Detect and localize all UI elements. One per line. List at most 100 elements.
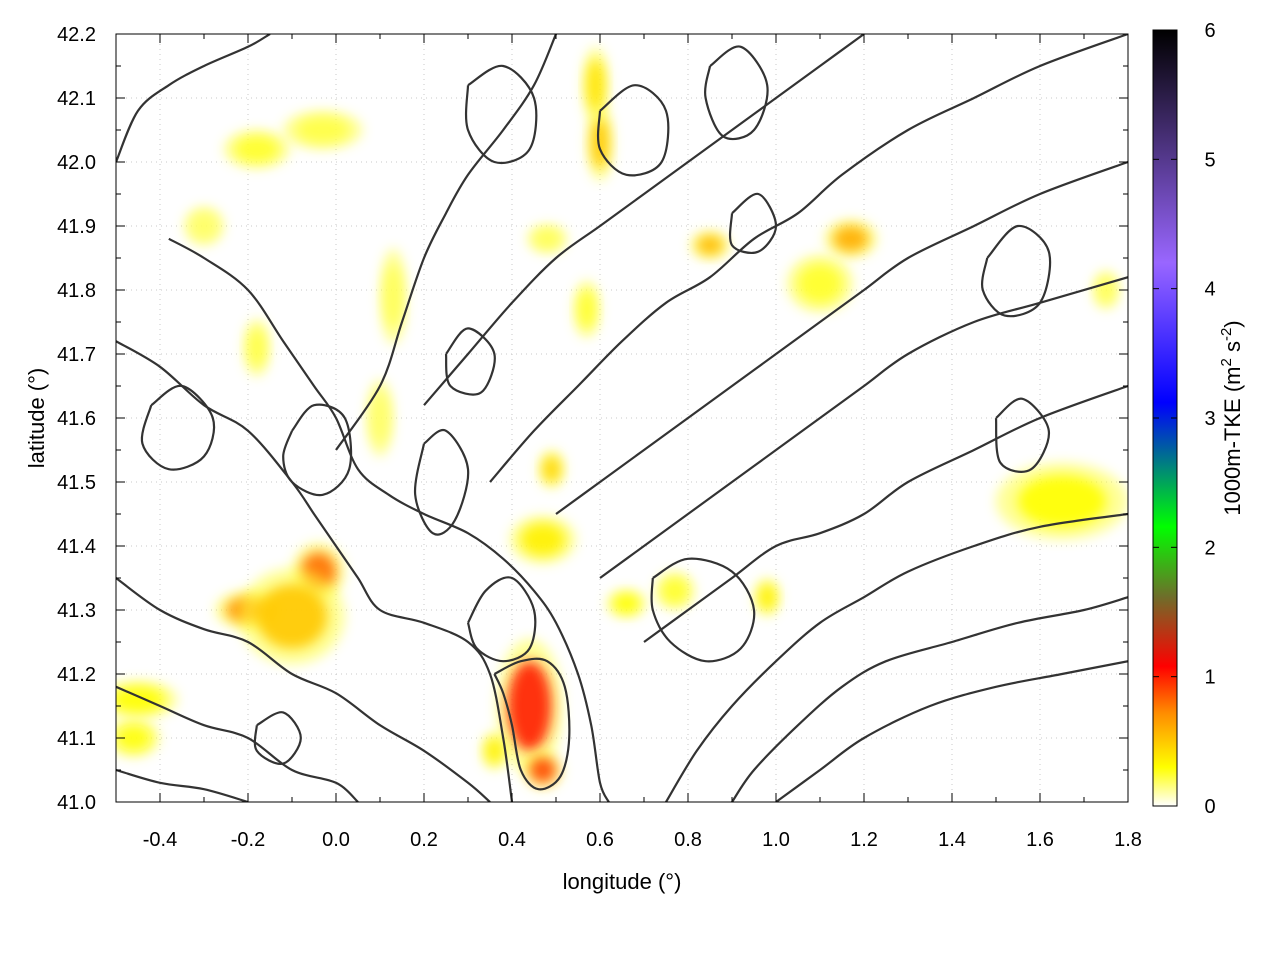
y-tick-label: 41.1 [57,728,96,750]
x-tick-label: 0.0 [322,829,350,851]
x-axis-ticks: -0.4 -0.2 0.0 0.2 0.4 0.6 0.8 1.0 1.2 1.4 1.6 1.8 [115,34,1142,851]
y-axis-label: latitude (°) [24,368,49,469]
heatmap-field [116,46,1128,790]
heat-core [371,392,389,444]
heat-core [190,213,218,239]
y-tick-label: 42.2 [57,24,96,46]
x-tick-label: 0.4 [498,829,526,851]
x-tick-label: 1.2 [850,829,878,851]
x-tick-label: 1.4 [938,829,966,851]
x-tick-label: 0.6 [586,829,614,851]
heat-core [529,757,556,783]
contour-line [116,768,249,802]
colorbar-label-main: 1000m-TKE (m [1220,366,1245,515]
contour-line [775,660,1128,802]
contour-line [599,276,1128,579]
contour-line [140,384,216,471]
contour-line [444,327,496,396]
heat-core [613,594,640,614]
colorbar-label-end: ) [1220,320,1245,327]
colorbar-label: 1000m-TKE (m2 s-2) [1218,320,1245,515]
contour-line [335,34,558,451]
contour-line [731,596,1128,802]
contour-line [981,224,1052,318]
colorbar-tick-label: 0 [1204,796,1215,818]
contour-line [116,685,359,802]
heat-core [586,59,605,111]
y-tick-label: 42.1 [57,88,96,110]
colorbar-tick-label: 5 [1204,149,1215,171]
heat-core [798,264,842,303]
contour-line [650,557,756,663]
heat-core [256,584,328,649]
x-tick-label: 0.8 [674,829,702,851]
colorbar-label-exp1: 2 [1218,358,1235,366]
colorbar-label-mid: s [1220,341,1245,358]
colorbar-tick-label: 6 [1204,20,1215,42]
contour-line [643,384,1128,643]
heat-core [520,523,565,556]
contour-line [596,84,670,177]
contour-line [464,64,538,164]
x-tick-label: -0.4 [143,829,177,851]
contour-line [994,397,1050,473]
colorbar-tick-label: 4 [1204,279,1215,301]
contour-line [493,657,571,791]
heat-core [296,117,350,143]
heat-core [833,226,869,252]
contour-line [665,512,1128,802]
colorbar-tick-label: 3 [1204,408,1215,430]
y-tick-label: 42.0 [57,152,96,174]
contour-line [116,577,491,802]
colorbar-tick-label: 2 [1204,537,1215,559]
heat-core [542,456,561,483]
contour-line [282,403,353,497]
contour-line [116,34,271,163]
y-tick-label: 41.3 [57,600,96,622]
y-tick-label: 41.2 [57,664,96,686]
heat-core [116,725,152,751]
heat-core [661,578,688,604]
x-tick-label: 1.8 [1114,829,1142,851]
contour-line [704,45,769,141]
contour-line [413,428,470,536]
y-tick-label: 41.5 [57,472,96,494]
colorbar-ticks: 0 1 2 3 4 5 6 [1153,20,1216,818]
y-tick-label: 41.4 [57,536,96,558]
heat-core [1018,475,1106,527]
y-tick-label: 41.0 [57,792,96,814]
x-tick-label: 1.6 [1026,829,1054,851]
y-tick-label: 41.6 [57,408,96,430]
contour-line [466,576,537,663]
contour-line [168,237,610,802]
heat-core [247,328,266,367]
contour-lines [116,34,1128,802]
y-tick-label: 41.9 [57,216,96,238]
contour-line [423,34,865,406]
contour-line [253,711,302,766]
heat-core [116,686,165,713]
heat-core [534,229,561,249]
heat-core [507,661,552,751]
heat-core [485,738,504,764]
y-tick-label: 41.8 [57,280,96,302]
contour-line [489,34,1128,483]
x-tick-label: -0.2 [231,829,265,851]
colorbar-tick-label: 1 [1204,667,1215,689]
colorbar-label-exp2: -2 [1218,328,1235,341]
heat-core [1097,277,1115,303]
heat-core [384,264,403,329]
y-tick-label: 41.7 [57,344,96,366]
contour-line [555,160,1128,515]
heat-core [578,290,596,329]
x-axis-label: longitude (°) [563,869,682,894]
heat-core [758,584,776,610]
x-tick-label: 0.2 [410,829,438,851]
y-axis-ticks: 41.0 41.1 41.2 41.3 41.4 41.5 41.6 41.7 41.8 41.9… [57,24,1128,814]
contour-line [116,340,514,802]
contour-line [728,192,778,254]
heat-core [696,235,724,255]
x-tick-label: 1.0 [762,829,790,851]
